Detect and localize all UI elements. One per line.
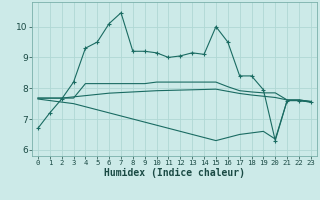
X-axis label: Humidex (Indice chaleur): Humidex (Indice chaleur) bbox=[104, 168, 245, 178]
